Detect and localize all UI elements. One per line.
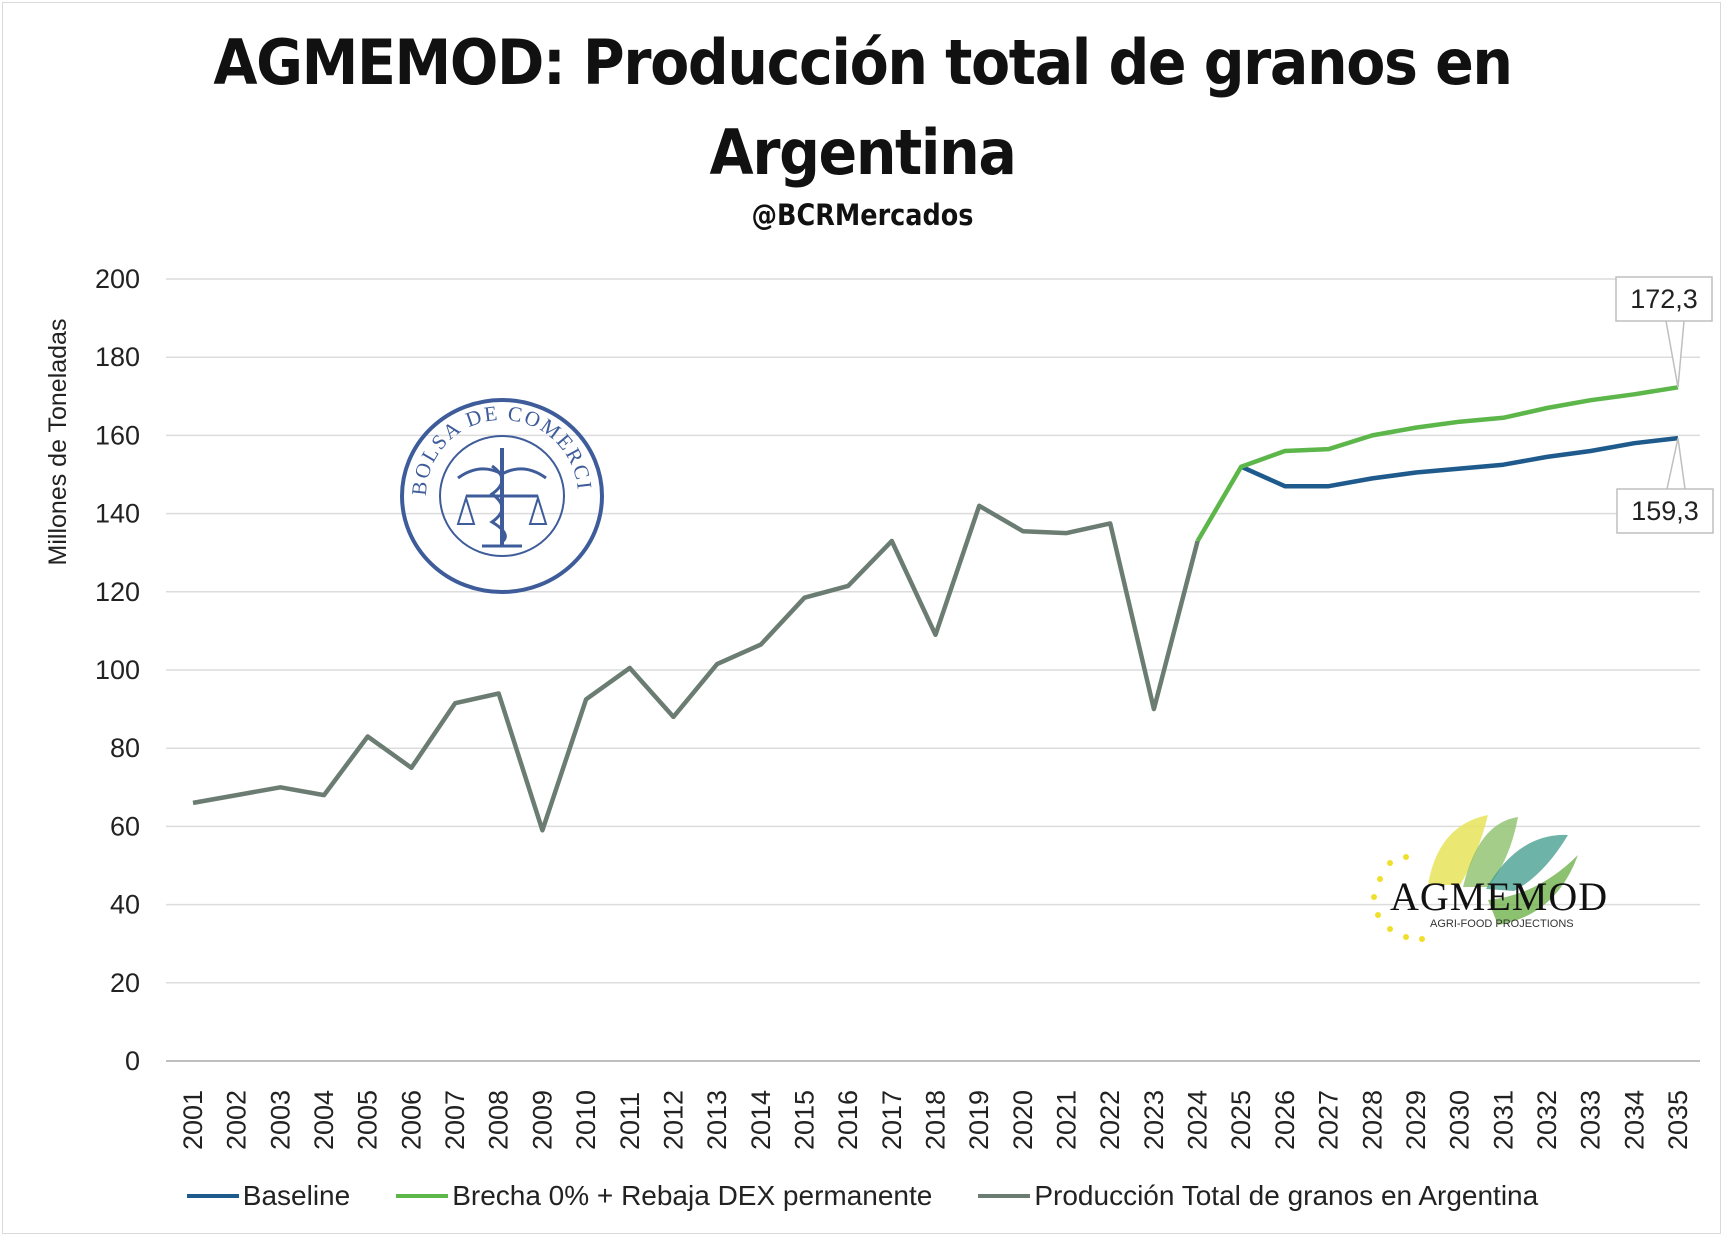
x-tick-label: 2005	[353, 1090, 383, 1150]
y-tick-label: 40	[110, 890, 140, 920]
y-tick-label: 0	[125, 1046, 140, 1076]
x-tick-label: 2006	[396, 1090, 426, 1150]
x-tick-label: 2031	[1488, 1090, 1518, 1150]
y-tick-label: 60	[110, 811, 140, 841]
legend-label: Baseline	[242, 1180, 351, 1211]
y-tick-label: 20	[110, 968, 140, 998]
x-tick-label: 2017	[877, 1090, 907, 1150]
y-tick-label: 120	[95, 577, 140, 607]
x-tick-label: 2015	[789, 1090, 819, 1150]
x-tick-label: 2013	[702, 1090, 732, 1150]
agmemod-logo-watermark: AGMEMOD AGRI-FOOD PROJECTIONS	[1368, 815, 1668, 945]
y-tick-label: 80	[110, 733, 140, 763]
legend-item: Producción Total de granos en Argentina	[978, 1180, 1538, 1212]
legend-swatch	[978, 1194, 1031, 1198]
x-tick-label: 2003	[265, 1090, 295, 1150]
x-tick-label: 2032	[1532, 1090, 1562, 1150]
legend-item: Brecha 0% + Rebaja DEX permanente	[396, 1180, 932, 1212]
legend-swatch	[186, 1194, 239, 1198]
chart-subtitle: @BCRMercados	[751, 198, 974, 232]
y-tick-label: 180	[95, 342, 140, 372]
chart-title: AGMEMOD: Producción total de granos en Ar…	[69, 18, 1656, 198]
seal-text: BOLSA DE COMERCIO DE ROSARIO	[387, 377, 594, 497]
y-axis-label: Millones de Toneladas	[44, 319, 72, 566]
x-tick-label: 2022	[1095, 1090, 1125, 1150]
x-tick-label: 2028	[1357, 1090, 1387, 1150]
legend-swatch	[396, 1194, 449, 1198]
y-tick-label: 100	[95, 655, 140, 685]
y-tick-label: 140	[95, 499, 140, 529]
y-tick-label: 160	[95, 420, 140, 450]
data-labels: 172,3 159,3	[1615, 276, 1714, 534]
agmemod-logo-text: AGMEMOD	[1390, 874, 1608, 919]
x-tick-label: 2020	[1008, 1090, 1038, 1150]
x-tick-label: 2027	[1314, 1090, 1344, 1150]
chart-legend: Baseline Brecha 0% + Rebaja DEX permanent…	[0, 1180, 1725, 1212]
x-tick-label: 2001	[178, 1090, 208, 1150]
y-tick-label: 200	[95, 264, 140, 294]
x-tick-label: 2033	[1576, 1090, 1606, 1150]
x-tick-label: 2008	[484, 1090, 514, 1150]
legend-label: Brecha 0% + Rebaja DEX permanente	[452, 1180, 933, 1211]
x-tick-label: 2016	[833, 1090, 863, 1150]
legend-label: Producción Total de granos en Argentina	[1034, 1180, 1539, 1211]
x-tick-label: 2011	[615, 1092, 645, 1150]
x-tick-label: 2019	[964, 1090, 994, 1150]
y-tick-labels: 0 20 40 60 80 100 120 140 160 180 200	[95, 264, 140, 1076]
series-line-producci-n-total-de-granos-en-argentina	[192, 503, 1200, 833]
data-label: 159,3	[1631, 496, 1699, 526]
x-tick-label: 2034	[1619, 1090, 1649, 1150]
series-line-brecha-0-rebaja-dex-permanente	[1195, 385, 1679, 543]
series-lines	[192, 385, 1679, 833]
agmemod-tagline: AGRI-FOOD PROJECTIONS	[1430, 918, 1574, 930]
x-tick-label: 2035	[1663, 1090, 1693, 1150]
data-label-callout: 172,3	[1615, 276, 1713, 388]
x-tick-label: 2026	[1270, 1090, 1300, 1150]
x-tick-label: 2002	[222, 1090, 252, 1150]
x-tick-label: 2021	[1052, 1090, 1082, 1150]
x-tick-label: 2029	[1401, 1090, 1431, 1150]
x-tick-label: 2024	[1183, 1090, 1213, 1150]
x-tick-label: 2025	[1226, 1090, 1256, 1150]
series-line-baseline	[1240, 435, 1679, 489]
x-tick-label: 2012	[658, 1090, 688, 1150]
bcr-seal-watermark: BOLSA DE COMERCIO DE ROSARIO	[387, 377, 608, 596]
x-tick-labels: 2001 2002 2003 2004 2005 2006 2007 2008 2009 2010…	[178, 1090, 1693, 1150]
x-tick-label: 2018	[921, 1090, 951, 1150]
title-text: AGMEMOD: Producción total de granos en Ar…	[213, 26, 1513, 189]
x-tick-label: 2030	[1445, 1090, 1475, 1150]
x-tick-label: 2014	[746, 1090, 776, 1150]
svg-text:BOLSA DE COMERCIO DE ROSARIO: BOLSA DE COMERCIO DE ROSARIO	[396, 396, 597, 497]
data-label: 172,3	[1630, 284, 1698, 314]
x-tick-label: 2023	[1139, 1090, 1169, 1150]
legend-item: Baseline	[186, 1180, 351, 1212]
x-tick-label: 2007	[440, 1090, 470, 1150]
x-tick-label: 2009	[527, 1090, 557, 1150]
x-tick-label: 2004	[309, 1090, 339, 1150]
gridlines	[166, 278, 1700, 1062]
x-tick-label: 2010	[571, 1090, 601, 1150]
data-label-callout: 159,3	[1616, 437, 1714, 534]
